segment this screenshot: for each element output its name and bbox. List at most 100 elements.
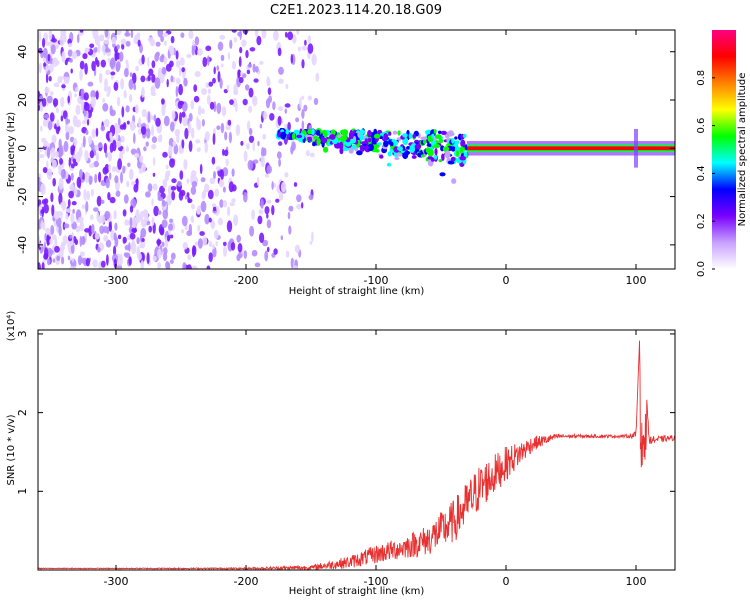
heatmap-cell [161,219,168,228]
heatmap-cell [388,139,392,145]
heatmap-cell [74,93,77,98]
heatmap-cell [123,252,128,257]
heatmap-cell [169,234,174,239]
heatmap-cell [216,125,221,130]
heatmap-cell [171,110,176,120]
heatmap-cell [59,75,64,81]
heatmap-cell [246,69,251,75]
heatmap-cell [98,72,103,84]
heatmap-cell [43,113,49,119]
heatmap-cell [420,136,428,141]
heatmap-cell [239,46,243,54]
snr-series [38,340,675,570]
y-tick-label: 3 [16,330,29,337]
heatmap-cell [151,143,157,150]
heatmap-cell [455,150,460,158]
heatmap-cell [119,51,124,62]
heatmap-cell [89,43,95,49]
heatmap-cell [50,225,55,235]
heatmap-cell [212,244,215,250]
heatmap-cell [241,249,245,255]
heatmap-cell [215,166,221,171]
heatmap-cell [161,66,167,75]
heatmap-cell [170,121,175,132]
heatmap-cell [434,134,442,139]
heatmap-cell [278,141,283,146]
heatmap-cell [196,119,202,131]
heatmap-cell [180,32,185,38]
heatmap-cell [356,150,363,156]
x-tick-label: 0 [503,274,510,287]
heatmap-cell [136,178,139,189]
heatmap-cell [241,73,247,79]
heatmap-cell [263,111,267,120]
heatmap-cell [409,145,416,154]
heatmap-cell [155,117,161,127]
heatmap-cell [252,159,259,164]
heatmap-cell [117,255,123,267]
heatmap-cell [68,125,74,135]
heatmap-cell [56,119,60,128]
heatmap-cell [292,132,296,140]
heatmap-cell [211,156,216,165]
heatmap-cell [397,130,401,136]
y-tick-label: -40 [16,236,29,254]
heatmap-cell [386,162,392,167]
heatmap-cell [329,134,336,140]
heatmap-cell [120,171,123,184]
heatmap-cell [60,201,66,208]
heatmap-cell [301,202,304,209]
heatmap-cell [208,252,213,263]
heatmap-cell [84,150,89,162]
heatmap-cell [161,53,165,61]
heatmap-cell [278,78,284,84]
heatmap-cell [123,90,127,99]
heatmap-cell [294,244,300,254]
heatmap-cell [223,149,229,157]
heatmap-cell [153,205,159,217]
heatmap-cell [188,113,193,122]
heatmap-cell [38,262,41,269]
heatmap-cell [278,158,281,167]
heatmap-cell [146,128,150,133]
heatmap-cell [119,124,125,130]
heatmap-cell [253,78,259,83]
heatmap-cell [235,124,241,136]
heatmap-cell [67,43,73,48]
heatmap-cell [441,153,445,161]
heatmap-cell [141,238,145,242]
heatmap-cell [45,72,49,84]
heatmap-cell [170,35,175,44]
heatmap-cell [76,176,82,189]
heatmap-cell [175,86,179,98]
heatmap-cell [388,131,392,136]
heatmap-cell [248,135,255,143]
heatmap-cell [444,150,451,159]
heatmap-cell [199,231,205,236]
heatmap-cell [59,34,65,47]
heatmap-cell [44,87,50,94]
heatmap-cell [65,117,69,125]
heatmap-cell [115,190,121,197]
heatmap-cell [69,266,74,269]
heatmap-cell [140,75,146,83]
heatmap-cell [179,170,184,180]
heatmap-cell [247,120,251,131]
heatmap-cell [209,177,216,185]
heatmap-cell [257,141,260,146]
heatmap-cell [229,202,235,207]
heatmap-cell [89,214,94,220]
heatmap-cell [228,131,232,144]
heatmap-cell [195,139,201,144]
heatmap-cell [52,159,57,169]
heatmap-cell [162,178,168,189]
heatmap-cell [231,168,235,177]
heatmap-cell [284,103,291,108]
heatmap-cell [52,57,59,67]
heatmap-cell [120,38,127,45]
colorbar-label: Normalized spectral amplitude [737,73,748,227]
heatmap-cell [267,87,272,95]
heatmap-cell [116,44,120,50]
heatmap-cell [65,171,69,180]
heatmap-cell [129,217,133,228]
